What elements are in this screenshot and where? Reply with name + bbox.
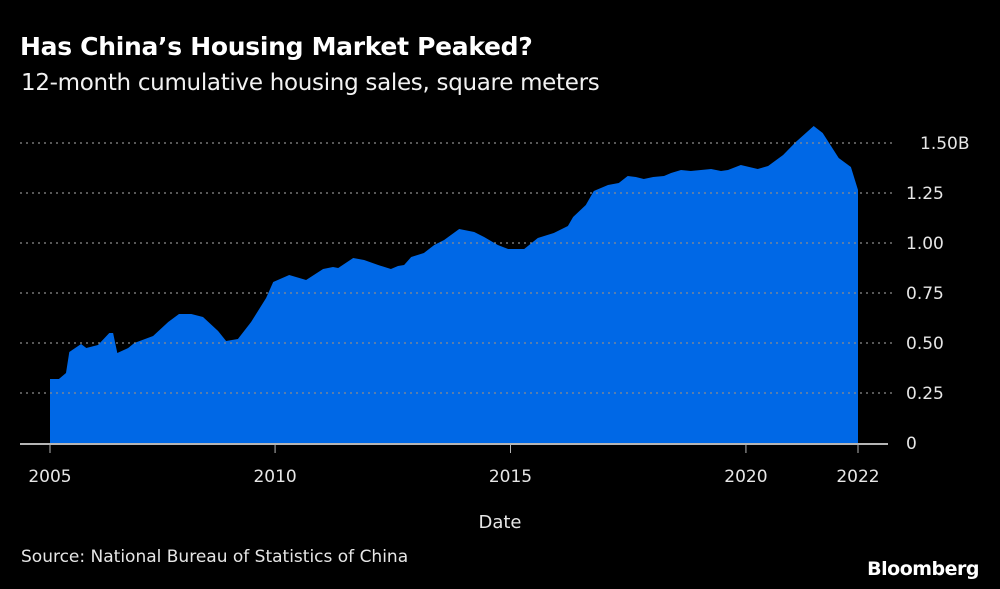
y-tick-label: 0 <box>906 434 917 454</box>
x-tick-label: 2005 <box>28 467 71 487</box>
chart-subtitle: 12-month cumulative housing sales, squar… <box>21 70 600 96</box>
y-tick-label: 0.75 <box>906 284 944 304</box>
y-tick-label: 0.50 <box>906 334 944 354</box>
area-series <box>50 126 858 443</box>
x-axis-label: Date <box>478 512 522 533</box>
x-tick-label: 2010 <box>253 467 296 487</box>
source-note: Source: National Bureau of Statistics of… <box>21 547 409 567</box>
y-tick-label: 0.25 <box>906 384 944 404</box>
x-tick-label: 2022 <box>836 467 879 487</box>
chart-title: Has China’s Housing Market Peaked? <box>20 32 533 61</box>
x-tick-label: 2015 <box>489 467 532 487</box>
y-tick-label: 1.25 <box>906 184 944 204</box>
y-tick-label: 1.00 <box>906 234 944 254</box>
y-tick-label: 1.50B <box>920 134 970 154</box>
x-tick-label: 2020 <box>724 467 767 487</box>
bloomberg-logo: Bloomberg <box>867 558 979 580</box>
